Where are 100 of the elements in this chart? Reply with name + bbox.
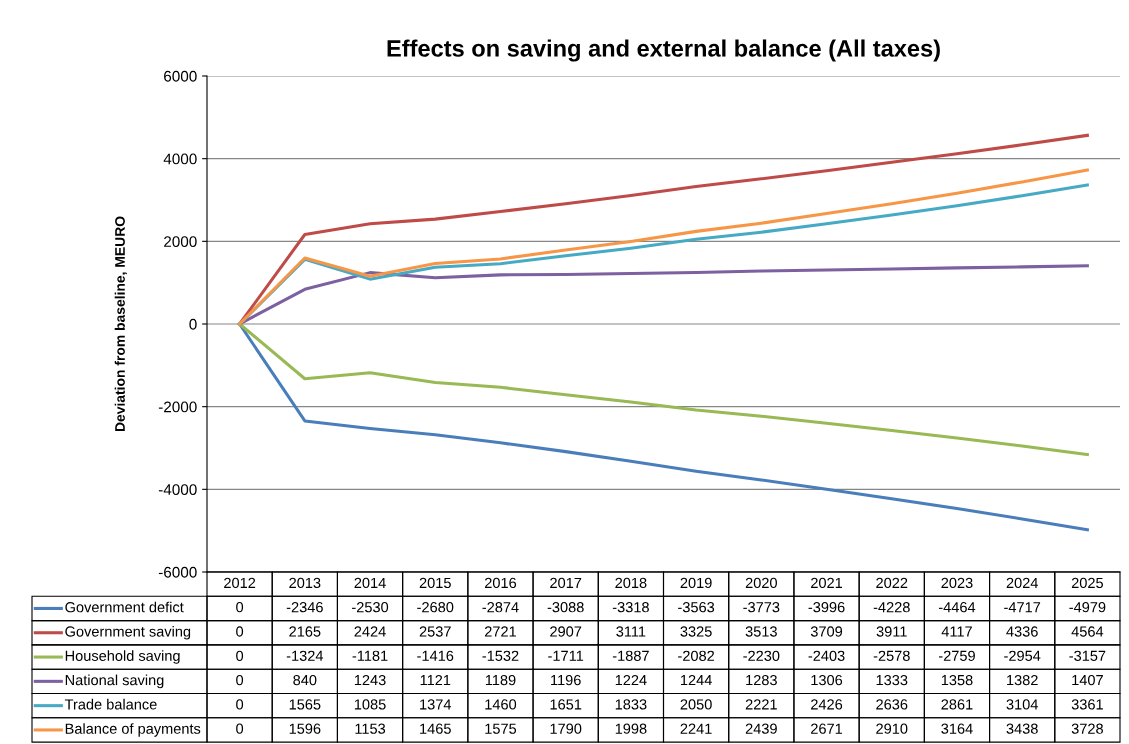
data-label: 1243 [354,674,386,686]
x-tick-label: 2013 [289,577,321,589]
data-label: 0 [236,723,244,734]
data-label: -2530 [352,602,389,613]
data-label: 1460 [485,699,517,710]
y-tick-label: 6000 [164,70,197,82]
data-label: -2403 [808,650,845,661]
data-label: -1181 [352,650,388,661]
data-label: -3088 [547,602,584,613]
data-label: 1998 [615,723,647,734]
data-label: -2954 [1004,650,1041,661]
x-tick-label: 2022 [876,577,908,589]
legend-label: Household saving [65,650,180,664]
x-tick-label: 2019 [680,577,712,589]
data-label: 2426 [811,699,843,710]
data-label: -1532 [482,650,519,661]
x-tick-label: 2024 [1006,577,1038,589]
data-label: 1244 [681,674,712,686]
data-label: 1121 [420,674,451,686]
data-label: 2165 [289,626,321,637]
data-label: 1333 [876,674,908,686]
y-tick-label: -6000 [158,566,197,578]
data-label: -2874 [482,602,519,613]
x-tick-label: 2021 [811,577,843,589]
data-label: 0 [236,674,244,686]
data-label: 2861 [941,699,973,710]
data-label: 1407 [1072,674,1103,686]
y-tick-label: -2000 [158,401,197,413]
y-tick-label: 2000 [164,236,197,248]
data-label: -4717 [1004,602,1041,613]
x-tick-label: 2015 [419,577,451,589]
data-label: -3318 [612,602,649,613]
x-tick-label: 2018 [615,577,647,589]
data-label: 2221 [745,699,777,710]
data-label: -1416 [417,650,454,661]
chart-title: Effects on saving and external balance (All taxes) [387,39,940,62]
data-label: 3164 [941,723,973,734]
line-series [238,264,1089,326]
data-label: 3709 [810,626,843,637]
data-label: -4979 [1069,602,1106,613]
data-label: -3157 [1069,650,1106,661]
data-label: 3325 [680,626,712,637]
data-label: -1324 [286,650,324,661]
data-label: 1374 [420,699,452,710]
data-label: -1711 [548,650,584,661]
data-label: 2671 [811,723,843,734]
data-label: 3513 [745,626,777,637]
data-label: 0 [236,602,244,613]
data-label: 1565 [289,699,321,710]
data-label: 1790 [550,723,582,734]
data-label: 3361 [1071,699,1103,710]
data-label: 2721 [484,626,516,637]
data-label: 0 [236,699,244,710]
data-label: -2082 [678,650,715,661]
data-label: 3111 [616,626,646,637]
data-label: -3773 [743,602,780,613]
legend-label: Trade balance [64,698,157,710]
data-label: -2230 [743,650,780,661]
y-tick-label: 4000 [163,153,197,165]
x-tick-label: 2016 [484,577,517,589]
data-label: 1306 [811,674,843,686]
data-label: 1382 [1007,674,1038,686]
data-label: 1833 [615,699,647,710]
legend-label: Balance of payments [65,723,201,737]
data-label: 4336 [1006,626,1038,637]
data-label: 1358 [941,674,973,686]
data-label: -3996 [808,602,845,613]
x-tick-label: 2020 [745,577,777,589]
data-label: 1651 [550,699,582,710]
data-label: 4117 [941,626,972,637]
x-tick-label: 2017 [550,577,582,589]
data-label: 1196 [551,674,581,686]
data-label: 2907 [550,626,582,637]
data-label: 1283 [746,674,777,686]
data-label: 1153 [355,723,386,734]
data-label: 0 [236,626,244,637]
data-label: -2680 [417,602,454,613]
data-label: 1596 [289,723,321,734]
y-axis-title: Deviation from baseline, MEURO [114,216,127,432]
data-label: 4564 [1071,626,1104,637]
y-tick-label: -4000 [158,484,197,496]
data-label: -2759 [938,650,975,661]
data-label: 3728 [1071,723,1103,734]
x-tick-label: 2014 [354,577,386,589]
data-label: 3911 [876,626,907,637]
data-label: 840 [293,674,317,686]
data-label: -1887 [612,650,649,661]
data-label: -4464 [938,602,976,613]
data-label: 2050 [680,699,712,710]
data-label: 1575 [485,723,517,734]
data-label: 2439 [745,723,777,734]
data-label: 1224 [615,674,647,686]
data-label: 2424 [354,626,386,637]
data-label: -2346 [286,602,323,613]
data-label: 2537 [419,626,451,637]
data-label: 2636 [876,699,908,710]
data-label: 1465 [420,723,451,734]
data-label: 2910 [876,723,908,734]
data-label: -2578 [873,650,910,661]
data-label: 0 [236,650,244,661]
